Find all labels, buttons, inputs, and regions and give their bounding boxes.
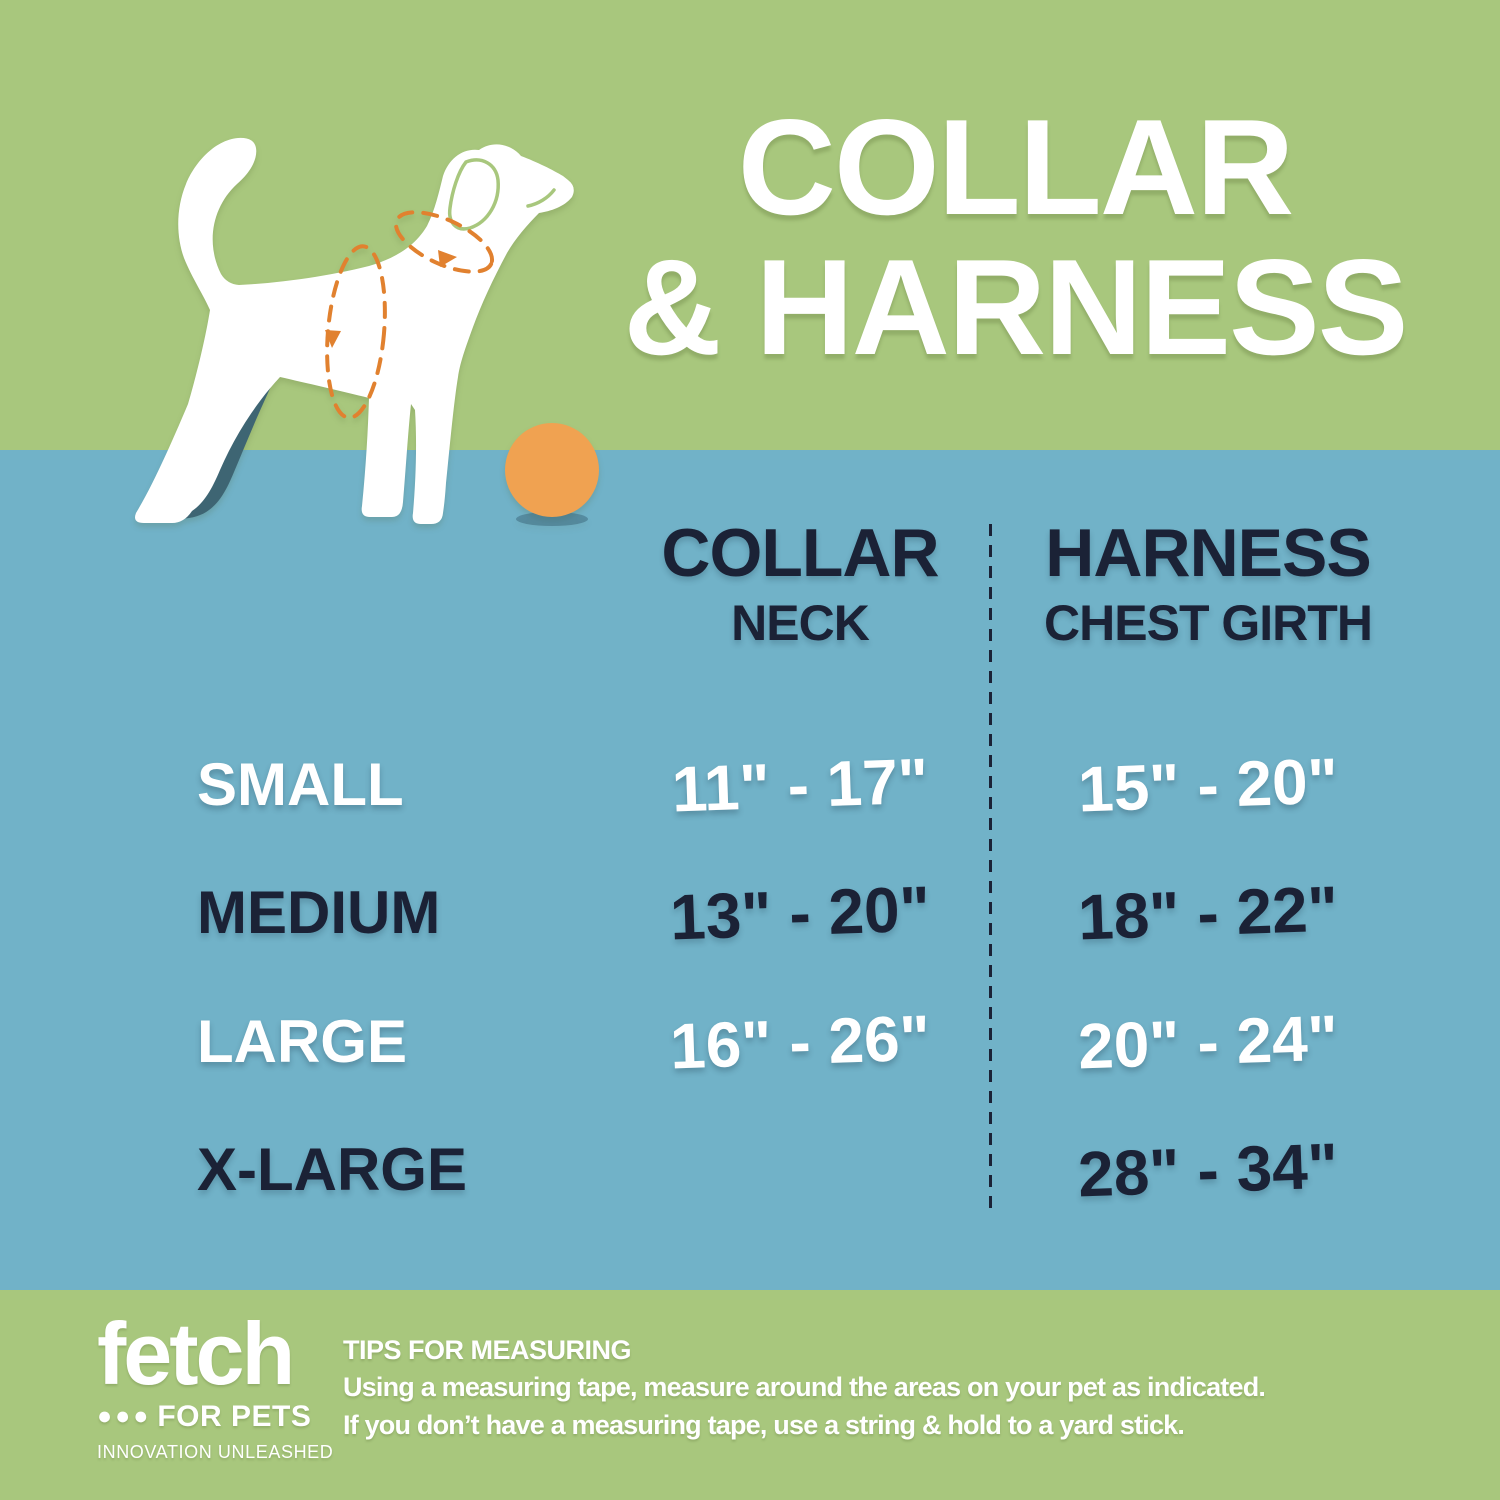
- size-label: MEDIUM: [197, 879, 441, 946]
- size-label: X-LARGE: [197, 1136, 467, 1203]
- collar-value: 16" - 26": [668, 1001, 932, 1083]
- table-row-medium: MEDIUM 13" - 20" 18" - 22": [0, 867, 1500, 959]
- blue-table-band: [0, 450, 1500, 1290]
- title-line-1: COLLAR: [737, 91, 1295, 243]
- dog-ear-line: [447, 158, 500, 231]
- fetch-for-pets-logo: fetch ●●● FOR PETS INNOVATION UNLEASHED: [97, 1304, 334, 1463]
- harness-value: 18" - 22": [1076, 872, 1340, 954]
- size-label: LARGE: [197, 1008, 407, 1075]
- ball-shadow: [516, 512, 588, 526]
- collar-measure-arrow: [438, 250, 457, 267]
- title-line-2: & HARNESS: [623, 231, 1409, 383]
- girth-measure-dashed-line: [325, 244, 387, 420]
- bottom-green-band: [0, 1290, 1500, 1500]
- page-title: COLLAR & HARNESS: [575, 97, 1455, 377]
- logo-slogan: INNOVATION UNLEASHED: [97, 1442, 334, 1462]
- tips-line-2: If you don’t have a measuring tape, use …: [343, 1410, 1185, 1440]
- harness-header-label: HARNESS: [1045, 515, 1372, 591]
- harness-value: 20" - 24": [1076, 1001, 1340, 1083]
- logo-tagline: FOR PETS: [157, 1400, 312, 1433]
- measuring-tips: TIPS FOR MEASURING Using a measuring tap…: [343, 1332, 1423, 1444]
- harness-value: 28" - 34": [1076, 1129, 1340, 1211]
- tips-line-1: Using a measuring tape, measure around t…: [343, 1372, 1266, 1402]
- collar-measure-dashed-line: [393, 210, 495, 274]
- harness-value: 15" - 20": [1076, 744, 1340, 826]
- dog-illustration: [135, 137, 599, 526]
- collar-value: 11" - 17": [670, 744, 930, 826]
- harness-column-header: HARNESS CHEST GIRTH: [1023, 517, 1393, 651]
- collar-value: [612, 1118, 989, 1223]
- dog-silhouette: [135, 137, 574, 524]
- orange-ball-icon: [505, 423, 599, 517]
- collar-value: 13" - 20": [668, 872, 932, 954]
- collar-header-sublabel: NECK: [731, 595, 870, 651]
- collar-column-header: COLLAR NECK: [615, 517, 985, 651]
- logo-wordmark: fetch: [97, 1304, 295, 1403]
- table-row-large: LARGE 16" - 26" 20" - 24": [0, 996, 1500, 1088]
- table-row-small: SMALL 11" - 17" 15" - 20": [0, 739, 1500, 831]
- size-label: SMALL: [197, 751, 404, 818]
- logo-dots-icon: ●●●: [97, 1402, 152, 1430]
- dashed-column-divider: [989, 524, 992, 1210]
- tips-heading: TIPS FOR MEASURING: [343, 1335, 632, 1365]
- collar-header-label: COLLAR: [661, 515, 939, 591]
- harness-header-sublabel: CHEST GIRTH: [1044, 595, 1373, 651]
- dog-mouth-line: [526, 188, 556, 208]
- logo-tagline-row: ●●● FOR PETS: [97, 1400, 333, 1434]
- table-row-xlarge: X-LARGE 28" - 34": [0, 1124, 1500, 1216]
- girth-measure-arrow: [325, 330, 341, 348]
